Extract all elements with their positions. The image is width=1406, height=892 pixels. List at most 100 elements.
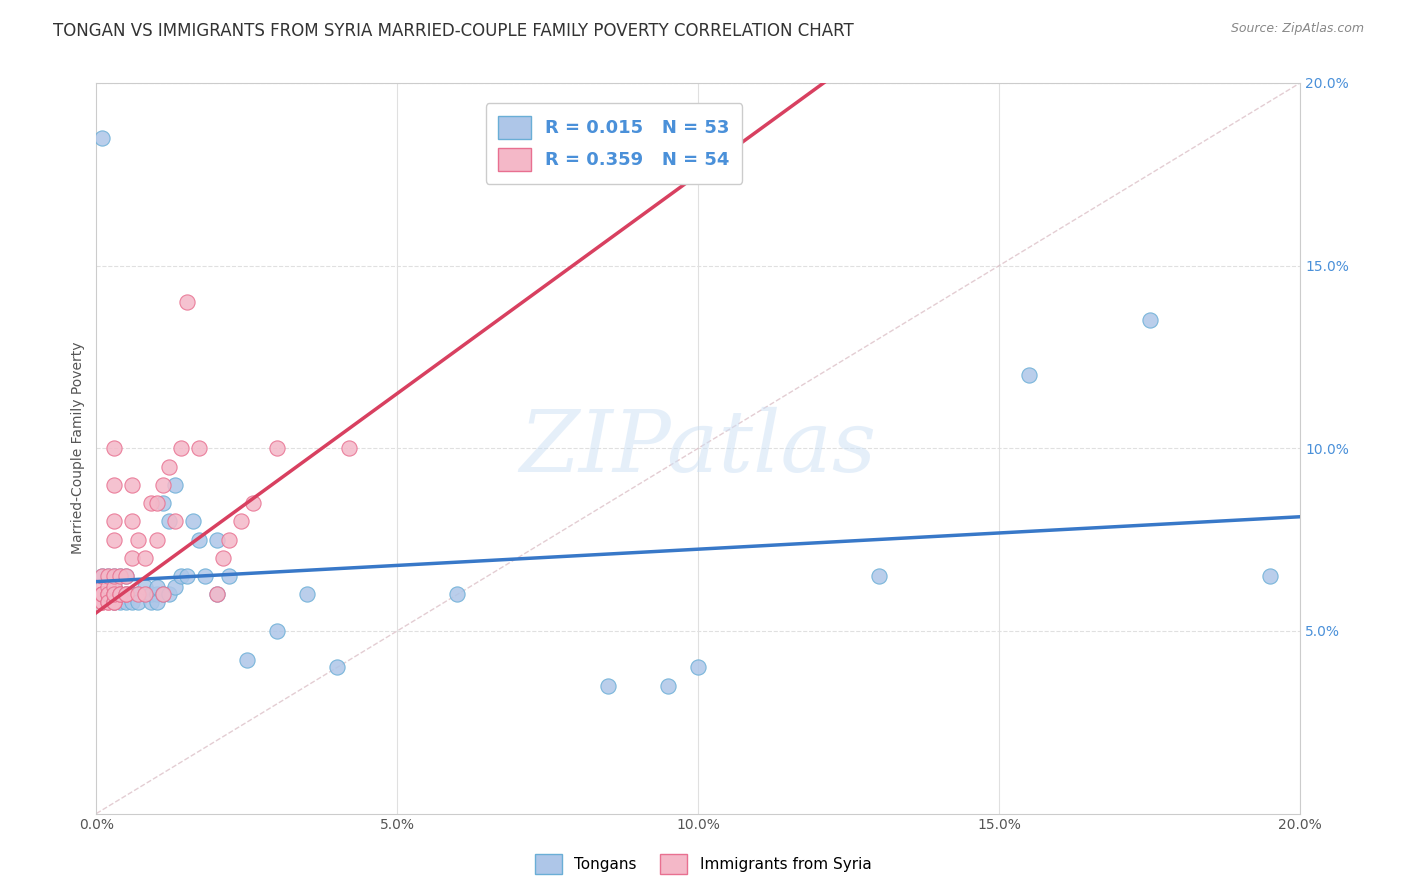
Point [115,587,138,601]
Point [157,459,180,474]
Point [110,587,132,601]
Point [115,569,138,583]
Text: TONGAN VS IMMIGRANTS FROM SYRIA MARRIED-COUPLE FAMILY POVERTY CORRELATION CHART: TONGAN VS IMMIGRANTS FROM SYRIA MARRIED-… [53,22,855,40]
Point [1139,313,1161,327]
Point [266,624,288,638]
Point [91,130,114,145]
Point [657,679,679,693]
Legend: Tongans, Immigrants from Syria: Tongans, Immigrants from Syria [529,848,877,880]
Point [181,514,204,528]
Point [145,496,167,510]
Point [169,569,191,583]
Point [134,587,156,601]
Point [194,569,217,583]
Point [163,514,186,528]
Point [97,587,120,601]
Point [134,580,156,594]
Point [152,496,174,510]
Point [110,587,132,601]
Point [176,569,198,583]
Point [121,477,143,491]
Point [97,587,120,601]
Point [91,587,114,601]
Point [139,496,162,510]
Text: ZIPatlas: ZIPatlas [520,407,877,490]
Point [211,550,233,565]
Point [103,587,125,601]
Point [91,580,114,594]
Point [103,587,125,601]
Point [1258,569,1281,583]
Point [103,580,125,594]
Point [157,587,180,601]
Point [326,660,349,674]
Point [152,587,174,601]
Point [121,550,143,565]
Point [152,477,174,491]
Point [121,514,143,528]
Point [218,569,240,583]
Point [103,569,125,583]
Point [103,569,125,583]
Point [152,587,174,601]
Point [97,587,120,601]
Point [139,587,162,601]
Point [91,587,114,601]
Point [91,569,114,583]
Point [110,569,132,583]
Point [163,477,186,491]
Point [205,533,228,547]
Point [103,533,125,547]
Point [110,587,132,601]
Point [91,595,114,609]
Point [163,580,186,594]
Point [97,569,120,583]
Point [103,595,125,609]
Point [91,569,114,583]
Point [229,514,252,528]
Point [115,587,138,601]
Point [446,587,468,601]
Point [127,587,149,601]
Point [103,580,125,594]
Point [176,295,198,310]
Point [127,595,149,609]
Point [187,533,209,547]
Point [115,569,138,583]
Point [115,587,138,601]
Point [337,442,360,456]
Point [127,587,149,601]
Point [218,533,240,547]
Point [97,587,120,601]
Point [103,595,125,609]
Legend: R = 0.015   N = 53, R = 0.359   N = 54: R = 0.015 N = 53, R = 0.359 N = 54 [485,103,742,184]
Point [103,595,125,609]
Point [91,587,114,601]
Text: Source: ZipAtlas.com: Source: ZipAtlas.com [1230,22,1364,36]
Point [134,587,156,601]
Y-axis label: Married-Couple Family Poverty: Married-Couple Family Poverty [72,342,86,555]
Point [97,580,120,594]
Point [121,595,143,609]
Point [295,587,318,601]
Point [236,653,259,667]
Point [91,587,114,601]
Point [1018,368,1040,383]
Point [103,514,125,528]
Point [242,496,264,510]
Point [596,679,619,693]
Point [145,580,167,594]
Point [266,442,288,456]
Point [103,587,125,601]
Point [139,595,162,609]
Point [134,550,156,565]
Point [145,587,167,601]
Point [103,442,125,456]
Point [169,442,191,456]
Point [97,595,120,609]
Point [121,587,143,601]
Point [91,595,114,609]
Point [145,595,167,609]
Point [103,477,125,491]
Point [115,595,138,609]
